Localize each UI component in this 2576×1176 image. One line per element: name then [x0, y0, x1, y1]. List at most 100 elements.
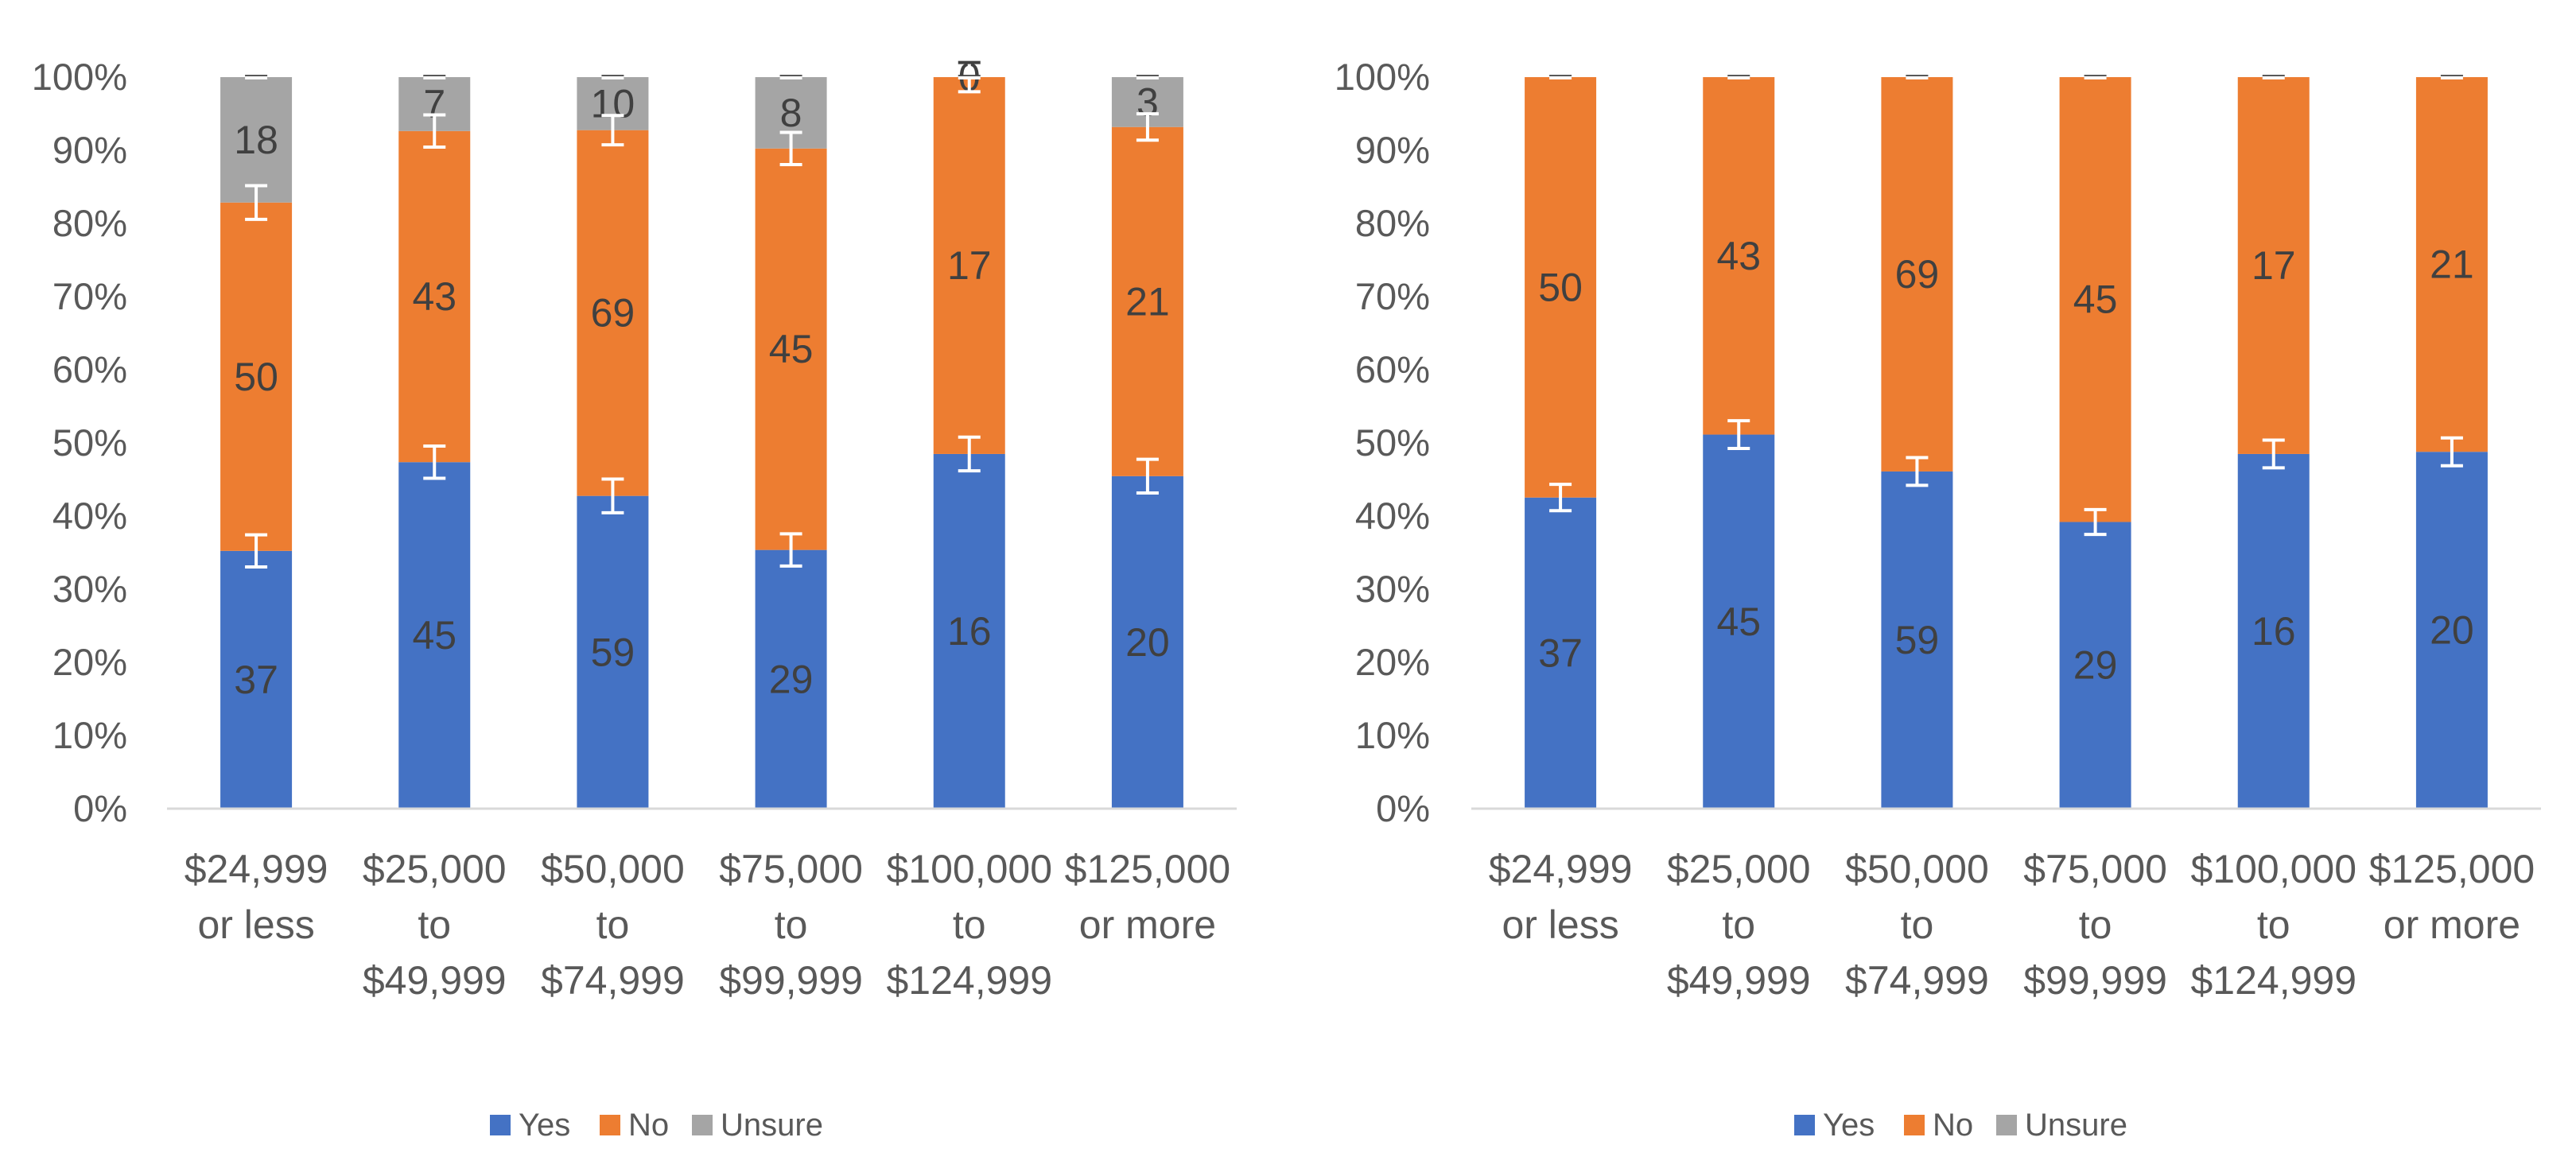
- y-tick-label: 100%: [32, 56, 127, 98]
- x-category-label: $99,999: [2023, 958, 2167, 1003]
- error-bar-unsure: [423, 75, 446, 80]
- y-tick-label: 40%: [1355, 495, 1430, 537]
- bar-segment-no: [2237, 77, 2310, 454]
- error-bar-no: [1727, 75, 1750, 80]
- bar-segment-yes: [2237, 453, 2310, 809]
- data-label-yes: 37: [1538, 631, 1583, 675]
- y-tick-label: 60%: [52, 348, 127, 390]
- data-label-no: 21: [2430, 243, 2474, 287]
- x-category-label: to: [1722, 902, 1755, 947]
- error-bar-yes: [1549, 483, 1572, 513]
- y-tick-label: 70%: [1355, 275, 1430, 317]
- error-bar-yes: [1906, 456, 1929, 487]
- error-bar-yes: [1727, 419, 1750, 451]
- x-category-label: $99,999: [719, 958, 863, 1003]
- x-category-label: $25,000: [1667, 847, 1811, 891]
- y-tick-label: 100%: [1335, 56, 1430, 98]
- x-category-label: $75,000: [2023, 847, 2167, 891]
- chart-panel-right: 0% 10% 20% 30% 40% 50% 60% 70% 80% 90% 100% 37 50 $24…: [1335, 56, 2541, 1143]
- x-category-label: $25,000: [363, 847, 507, 891]
- legend-swatch: [490, 1115, 511, 1135]
- legend-item-unsure: Unsure: [1996, 1108, 2127, 1143]
- error-bar-unsure: [245, 75, 268, 80]
- data-label-no: 43: [412, 274, 457, 319]
- data-label-yes: 29: [769, 657, 814, 701]
- legend-swatch: [600, 1115, 620, 1135]
- error-bar-yes: [2440, 436, 2463, 468]
- x-category-label: $74,999: [1845, 958, 1989, 1003]
- y-tick-label: 30%: [1355, 568, 1430, 610]
- data-label-yes: 59: [591, 630, 635, 674]
- data-label-yes: 45: [1716, 600, 1761, 644]
- bar-segment-no: [1881, 77, 1953, 472]
- x-category-label: to: [2257, 902, 2290, 947]
- x-category-label: $124,999: [2190, 958, 2356, 1003]
- bar-segment-yes: [1525, 497, 1597, 809]
- x-category-label: to: [953, 902, 986, 947]
- data-label-no: 50: [234, 355, 278, 399]
- y-tick-label: 90%: [1355, 129, 1430, 171]
- data-label-no: 17: [947, 243, 992, 288]
- legend-item-yes: Yes: [1794, 1108, 1875, 1143]
- error-bar-unsure: [779, 75, 802, 80]
- y-tick-label: 30%: [52, 568, 127, 610]
- error-bar-yes: [958, 435, 981, 473]
- x-category-label: or less: [197, 902, 314, 947]
- bar-segment-yes: [220, 550, 293, 809]
- y-tick-label: 10%: [1355, 714, 1430, 756]
- x-category-label: $100,000: [886, 847, 1052, 891]
- error-bar-no: [1136, 112, 1159, 142]
- y-tick-label: 80%: [52, 202, 127, 244]
- error-bar-no: [423, 113, 446, 149]
- x-category-label: $75,000: [719, 847, 863, 891]
- x-category-label: $50,000: [1845, 847, 1989, 891]
- data-label-no: 21: [1125, 279, 1170, 324]
- data-label-no: 45: [2073, 278, 2118, 322]
- bar-segment-no: [1525, 77, 1597, 498]
- bar-segment-yes: [2415, 452, 2488, 809]
- y-tick-label: 10%: [52, 714, 127, 756]
- error-bar-no: [779, 130, 802, 166]
- x-category-label: or more: [2384, 902, 2520, 947]
- x-category-label: to: [775, 902, 808, 947]
- bar-segment-yes: [1703, 434, 1775, 809]
- y-tick-label: 90%: [52, 129, 127, 171]
- y-tick-label: 50%: [52, 421, 127, 464]
- data-label-no: 43: [1716, 234, 1761, 278]
- bar-segment-no: [933, 77, 1005, 454]
- x-category-label: to: [2079, 902, 2112, 947]
- y-tick-label: 0%: [1376, 787, 1430, 829]
- y-tick-label: 20%: [1355, 641, 1430, 683]
- bar-segment-yes: [577, 495, 649, 809]
- x-category-label: to: [418, 902, 451, 947]
- x-category-label: $100,000: [2190, 847, 2356, 891]
- x-category-label: $49,999: [363, 958, 507, 1003]
- x-category-label: $50,000: [541, 847, 685, 891]
- error-bar-yes: [779, 532, 802, 568]
- x-category-label: $24,999: [1489, 847, 1633, 891]
- x-category-label: $49,999: [1667, 958, 1811, 1003]
- data-label-yes: 20: [2430, 608, 2474, 653]
- error-bar-no: [1906, 75, 1929, 80]
- legend-swatch: [692, 1115, 713, 1135]
- x-category-label: to: [596, 902, 630, 947]
- data-label-unsure: 8: [780, 91, 802, 135]
- error-bar-no: [2440, 75, 2463, 80]
- legend: Yes No Unsure: [490, 1108, 823, 1143]
- error-bar-yes: [2262, 438, 2285, 470]
- y-tick-label: 0%: [73, 787, 127, 829]
- bar-segment-no: [398, 130, 471, 463]
- legend-label: Yes: [1823, 1108, 1875, 1143]
- error-bar-unsure: [1136, 75, 1159, 80]
- data-label-yes: 16: [947, 609, 992, 654]
- x-category-label: or more: [1079, 902, 1216, 947]
- data-label-yes: 37: [234, 658, 278, 702]
- data-label-yes: 29: [2073, 643, 2118, 688]
- bar-segment-no: [1111, 126, 1183, 476]
- error-bar-yes: [1136, 457, 1159, 495]
- y-tick-label: 60%: [1355, 348, 1430, 390]
- y-tick-label: 80%: [1355, 202, 1430, 244]
- x-category-label: $124,999: [886, 958, 1052, 1003]
- legend-label: Yes: [519, 1108, 570, 1143]
